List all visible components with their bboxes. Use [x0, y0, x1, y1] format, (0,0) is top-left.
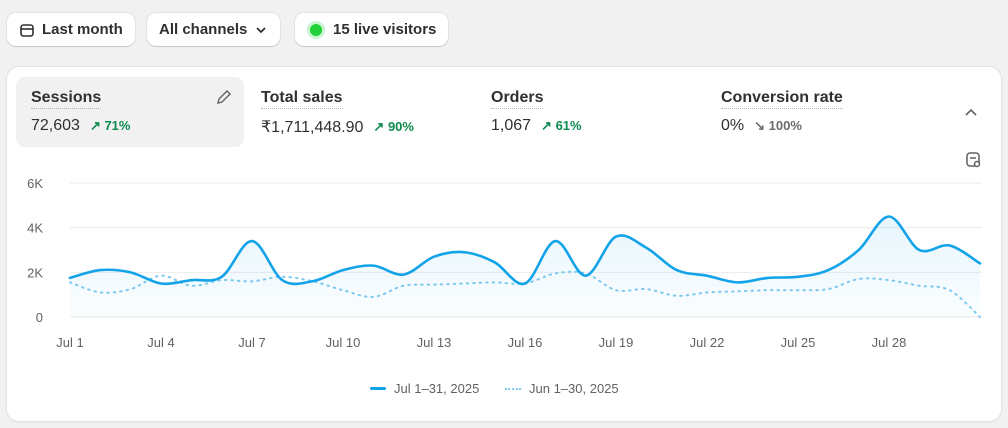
- date-range-button[interactable]: Last month: [7, 13, 135, 46]
- metric-label: Sessions: [31, 89, 102, 109]
- date-range-label: Last month: [42, 21, 123, 38]
- x-tick-label: Jul 7: [238, 335, 265, 350]
- sessions-chart: 0 2K 4K 6K Jul 1 Jul 4 Jul 7 Jul 10 Jul 13 Jul 16…: [27, 176, 982, 350]
- metric-change: ↗ 90%: [373, 119, 414, 134]
- live-visitors-button[interactable]: 15 live visitors: [295, 13, 449, 46]
- y-tick-label: 0: [36, 310, 43, 325]
- legend-solid-swatch: [370, 387, 386, 390]
- live-visitors-label: 15 live visitors: [333, 21, 437, 38]
- metric-label: Total sales: [261, 89, 343, 109]
- metric-orders[interactable]: Orders 1,067 ↗ 61%: [476, 77, 597, 147]
- calendar-icon: [20, 23, 34, 37]
- x-tick-label: Jul 16: [508, 335, 543, 350]
- metric-change: ↗ 61%: [541, 118, 582, 133]
- x-tick-label: Jul 4: [147, 335, 174, 350]
- metric-value: 0%: [721, 117, 745, 134]
- y-tick-label: 6K: [27, 176, 43, 191]
- y-tick-label: 4K: [27, 221, 43, 236]
- x-tick-label: Jul 1: [56, 335, 83, 350]
- metric-sessions[interactable]: Sessions 72,603 ↗ 71%: [16, 77, 244, 147]
- analytics-card: Sessions 72,603 ↗ 71% Total sales ₹1,711,…: [7, 67, 1001, 421]
- current-series-line: [68, 215, 982, 286]
- metric-total-sales[interactable]: Total sales ₹1,711,448.90 ↗ 90%: [246, 77, 429, 147]
- x-tick-label: Jul 13: [417, 335, 452, 350]
- metric-value: 1,067: [491, 117, 532, 134]
- live-dot-icon: [310, 23, 322, 36]
- current-series-area: [70, 216, 980, 317]
- channel-select[interactable]: All channels: [147, 13, 281, 46]
- chevron-down-icon: [256, 26, 266, 33]
- metric-change: ↘ 100%: [754, 118, 802, 133]
- metric-value: 72,603: [31, 117, 80, 134]
- metric-conversion-rate[interactable]: Conversion rate 0% ↘ 100%: [706, 77, 858, 147]
- metric-label: Conversion rate: [721, 89, 843, 109]
- metric-label: Orders: [491, 89, 544, 109]
- legend-dotted-swatch: [505, 387, 521, 390]
- chart-search-icon[interactable]: [965, 151, 983, 169]
- x-tick-label: Jul 28: [872, 335, 907, 350]
- x-tick-label: Jul 25: [781, 335, 816, 350]
- legend-item-current[interactable]: Jul 1–31, 2025: [370, 381, 479, 396]
- x-tick-label: Jul 19: [599, 335, 634, 350]
- pencil-icon[interactable]: [215, 89, 232, 106]
- chevron-up-icon[interactable]: [963, 105, 979, 121]
- metric-value: ₹1,711,448.90: [261, 119, 364, 136]
- metric-change: ↗ 71%: [89, 118, 131, 133]
- x-tick-label: Jul 10: [326, 335, 361, 350]
- channel-label: All channels: [159, 21, 248, 38]
- legend-item-previous[interactable]: Jun 1–30, 2025: [505, 381, 619, 396]
- x-tick-label: Jul 22: [690, 335, 725, 350]
- y-tick-label: 2K: [27, 265, 43, 280]
